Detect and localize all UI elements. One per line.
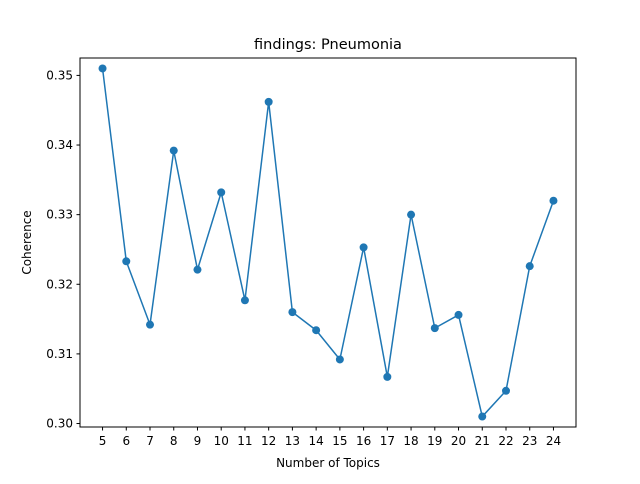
y-tick-label: 0.33 xyxy=(46,208,73,222)
y-tick-label: 0.35 xyxy=(46,68,73,82)
x-tick-label: 24 xyxy=(546,434,561,448)
data-point xyxy=(478,412,487,421)
chart-title: findings: Pneumonia xyxy=(254,37,402,53)
x-tick-label: 10 xyxy=(214,434,229,448)
data-point xyxy=(98,64,107,73)
x-tick-label: 8 xyxy=(170,434,178,448)
x-tick-label: 22 xyxy=(498,434,513,448)
data-point xyxy=(240,296,249,305)
data-point xyxy=(146,320,155,329)
x-tick-label: 17 xyxy=(380,434,395,448)
y-tick-label: 0.31 xyxy=(46,347,73,361)
x-tick-label: 15 xyxy=(332,434,347,448)
plot-area-frame xyxy=(79,57,577,428)
x-tick-label: 21 xyxy=(475,434,490,448)
x-tick-label: 6 xyxy=(122,434,130,448)
x-tick-label: 5 xyxy=(99,434,107,448)
x-tick-label: 14 xyxy=(308,434,323,448)
y-tick-label: 0.34 xyxy=(46,138,73,152)
x-tick-label: 11 xyxy=(237,434,252,448)
data-point xyxy=(264,97,273,106)
data-point xyxy=(217,188,226,197)
data-point xyxy=(430,324,439,333)
y-tick-label: 0.32 xyxy=(46,277,73,291)
data-point xyxy=(288,308,297,317)
data-point xyxy=(525,262,534,271)
y-tick-label: 0.30 xyxy=(46,417,73,431)
y-axis-ticks: 0.30 0.31 0.32 0.33 0.34 0.35 xyxy=(46,68,80,431)
x-tick-label: 13 xyxy=(285,434,300,448)
x-tick-label: 19 xyxy=(427,434,442,448)
x-tick-label: 23 xyxy=(522,434,537,448)
x-axis-ticks: 5 6 7 8 9 10 11 12 13 14 15 16 17 18 19 20 21 22 23 24 xyxy=(99,427,561,448)
series-line xyxy=(101,68,555,418)
series-layer xyxy=(98,64,558,421)
data-point xyxy=(335,355,344,364)
x-tick-label: 12 xyxy=(261,434,276,448)
data-point xyxy=(549,196,558,205)
data-point xyxy=(501,386,510,395)
x-axis-label: Number of Topics xyxy=(276,456,380,470)
data-point xyxy=(383,372,392,381)
data-point xyxy=(454,310,463,319)
data-point xyxy=(359,243,368,252)
data-point xyxy=(169,146,178,155)
x-tick-label: 18 xyxy=(403,434,418,448)
data-point xyxy=(193,265,202,274)
x-tick-label: 9 xyxy=(194,434,202,448)
y-axis-label: Coherence xyxy=(20,210,34,274)
x-tick-label: 16 xyxy=(356,434,371,448)
data-point xyxy=(407,210,416,219)
x-tick-label: 7 xyxy=(146,434,154,448)
data-point xyxy=(312,326,321,335)
data-point xyxy=(122,257,131,266)
x-tick-label: 20 xyxy=(451,434,466,448)
